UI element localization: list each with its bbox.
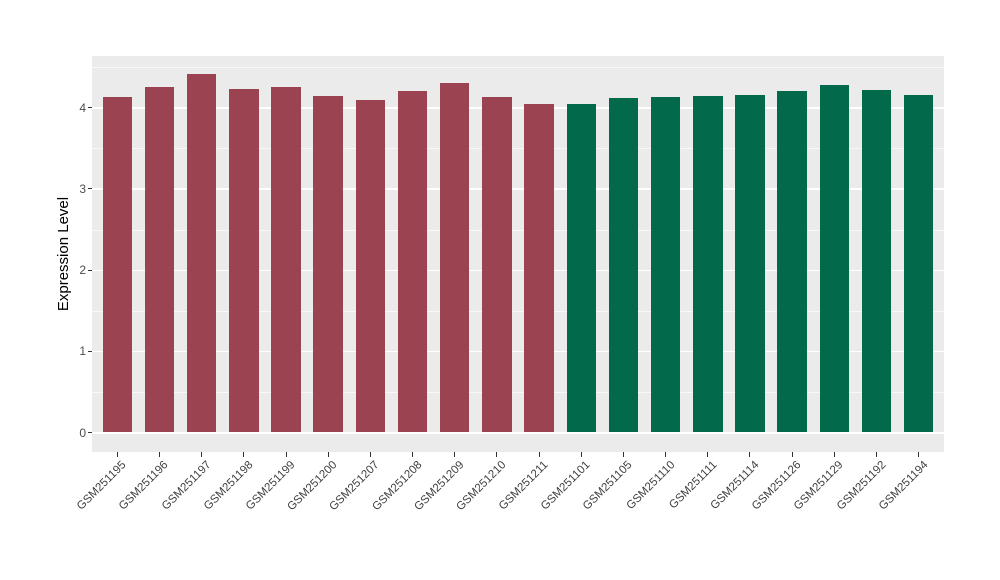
bar-GSM251110 [650, 97, 681, 433]
bar-GSM251192 [861, 89, 892, 433]
bar-GSM251198 [229, 89, 259, 433]
bar-GSM251199 [271, 87, 301, 433]
gridline-major [92, 432, 944, 434]
bar-GSM251210 [482, 97, 512, 433]
x-tick-mark [580, 452, 582, 457]
y-tick-mark [88, 107, 92, 109]
gridline-minor [92, 391, 944, 393]
bar-GSM251101 [566, 103, 597, 433]
y-tick-label: 1 [79, 344, 86, 359]
bar-GSM251111 [693, 96, 723, 433]
y-tick-label: 3 [79, 181, 86, 196]
gridline-minor [92, 310, 944, 312]
y-tick-label: 2 [79, 263, 86, 278]
gridline-major [92, 350, 944, 353]
x-tick-mark [116, 452, 118, 457]
x-tick-mark [665, 452, 667, 457]
x-tick-mark [538, 452, 540, 457]
bar-GSM251129 [819, 84, 850, 433]
y-tick-mark [88, 350, 92, 352]
bar-GSM251209 [439, 83, 470, 433]
y-tick-mark [88, 269, 92, 271]
x-tick-mark [285, 452, 287, 457]
plot-panel [92, 56, 944, 452]
bar-GSM251126 [777, 91, 807, 433]
bar-GSM251197 [186, 74, 217, 433]
x-tick-mark [201, 452, 203, 457]
gridline-minor [92, 67, 944, 69]
x-tick-mark [833, 452, 835, 457]
y-tick-label: 4 [79, 100, 86, 115]
gridline-major [92, 107, 944, 109]
bar-GSM251211 [524, 103, 554, 433]
x-tick-mark [369, 452, 371, 457]
y-tick-mark [88, 432, 92, 433]
bar-GSM251196 [144, 86, 175, 433]
bar-GSM251207 [355, 100, 386, 433]
y-tick-mark [88, 188, 92, 190]
x-tick-mark [158, 452, 160, 457]
x-tick-mark [749, 452, 751, 457]
gridline-minor [92, 229, 944, 231]
bar-GSM251208 [397, 91, 428, 433]
x-tick-mark [454, 452, 456, 457]
bar-GSM251200 [313, 96, 343, 433]
x-tick-mark [412, 452, 414, 457]
bar-GSM251195 [102, 97, 133, 433]
bar-GSM251105 [608, 97, 639, 433]
bar-GSM251194 [903, 94, 934, 433]
gridline-major [92, 188, 944, 190]
x-tick-mark [791, 452, 793, 457]
x-tick-mark [876, 452, 877, 457]
bar-GSM251114 [735, 94, 765, 433]
x-tick-mark [243, 452, 245, 457]
x-tick-mark [622, 452, 624, 457]
x-tick-mark [496, 452, 498, 457]
x-tick-mark [327, 452, 329, 457]
x-tick-mark [707, 452, 709, 457]
gridline-major [92, 269, 944, 272]
x-tick-mark [918, 452, 920, 457]
gridline-minor [92, 148, 944, 150]
y-tick-label: 0 [79, 425, 86, 440]
